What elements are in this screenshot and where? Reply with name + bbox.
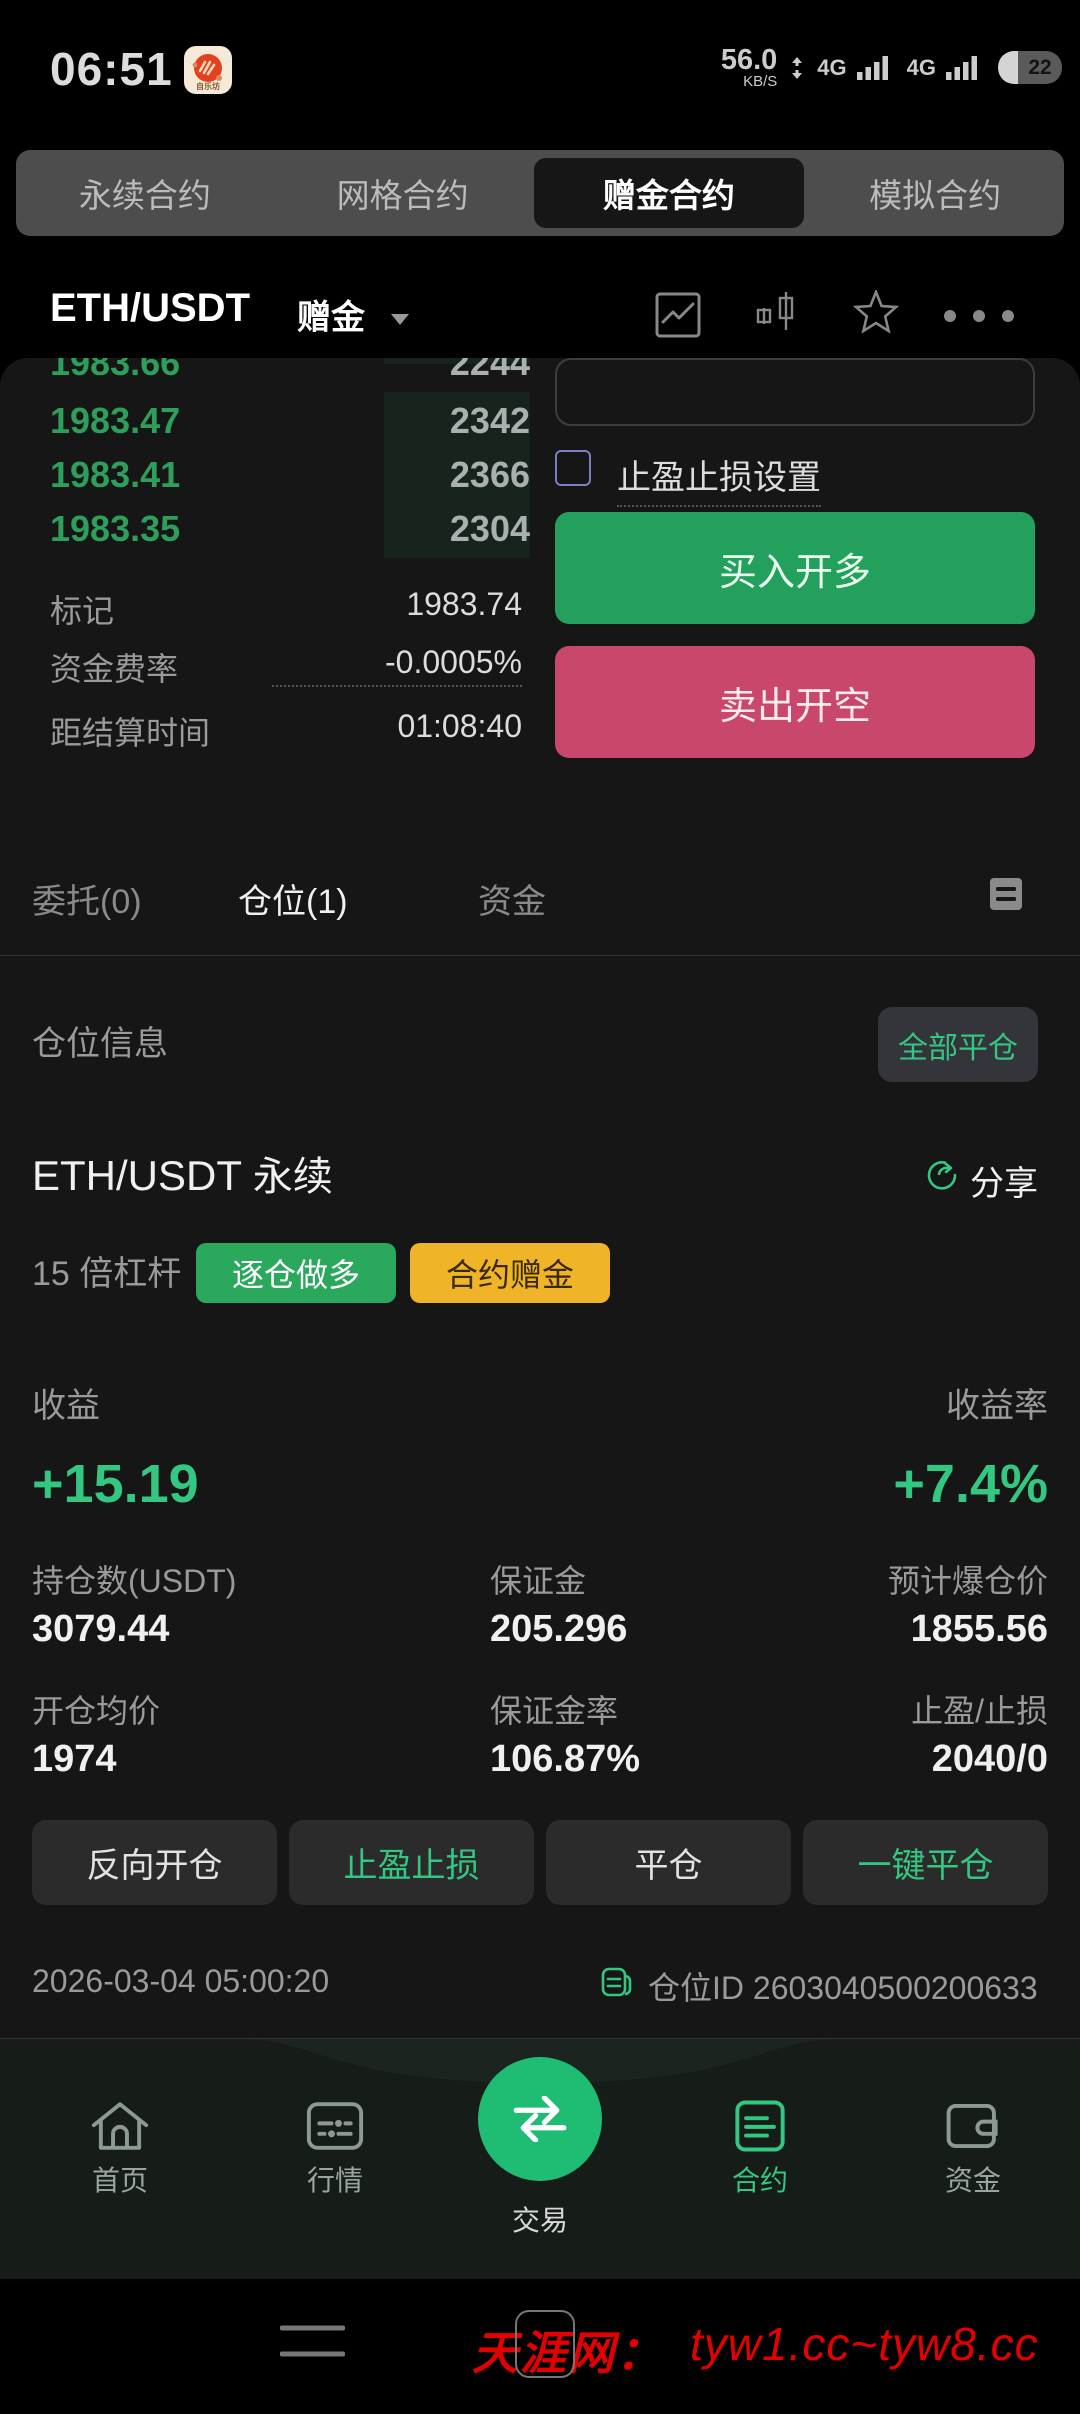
svg-text:自乐坊: 自乐坊 [196,81,220,91]
